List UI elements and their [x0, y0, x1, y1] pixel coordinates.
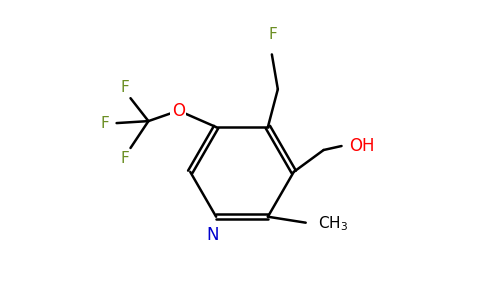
Text: F: F	[100, 116, 109, 130]
Text: F: F	[120, 80, 129, 95]
Text: N: N	[206, 226, 218, 244]
Text: F: F	[269, 28, 277, 43]
Text: CH$_3$: CH$_3$	[318, 214, 348, 233]
Text: F: F	[120, 152, 129, 166]
Text: O: O	[172, 102, 185, 120]
Text: OH: OH	[349, 137, 375, 155]
